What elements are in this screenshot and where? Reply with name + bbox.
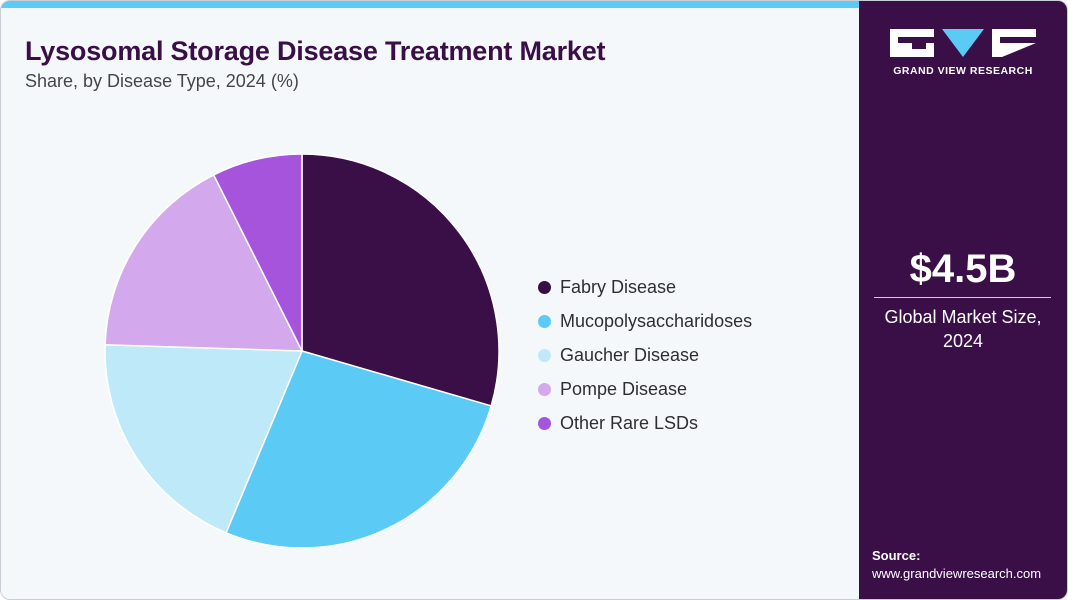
legend-swatch [538, 348, 551, 362]
legend-swatch [538, 382, 551, 396]
pie-slice-mucopolysaccharidoses [225, 350, 492, 549]
chart-title: Lysosomal Storage Disease Treatment Mark… [25, 36, 606, 66]
legend-label: Fabry Disease [560, 276, 677, 297]
legend-swatch [538, 416, 551, 430]
legend-label: Other Rare LSDs [560, 412, 699, 433]
market-size-label: Global Market Size, 2024 [884, 307, 1042, 351]
brand-logo: GRAND VIEW RESEARCH [890, 29, 1038, 77]
pie-slice-pompe-disease [104, 174, 303, 352]
side-panel: GRAND VIEW RESEARCH $4.5B Global Market … [859, 1, 1067, 599]
chart-legend: Fabry Disease Mucopolysaccharidoses Gauche… [538, 270, 752, 440]
gvr-logo-icon [890, 29, 1036, 57]
accent-bar [1, 1, 859, 8]
source-label: Source: [872, 548, 921, 563]
pie-chart [104, 153, 500, 549]
pie-slice-gaucher-disease [104, 344, 303, 534]
legend-item: Other Rare LSDs [538, 406, 752, 440]
legend-item: Pompe Disease [538, 372, 752, 406]
brand-name: GRAND VIEW RESEARCH [893, 65, 1033, 77]
legend-swatch [538, 280, 551, 294]
legend-swatch [538, 314, 551, 328]
pie-slice-fabry-disease [301, 153, 500, 407]
legend-label: Mucopolysaccharidoses [560, 310, 753, 331]
source-url: www.grandviewresearch.com [872, 566, 1042, 581]
legend-item: Mucopolysaccharidoses [538, 304, 752, 338]
legend-label: Gaucher Disease [560, 344, 700, 365]
legend-label: Pompe Disease [560, 378, 688, 399]
market-size-value: $4.5B [909, 247, 1017, 291]
chart-subtitle: Share, by Disease Type, 2024 (%) [25, 71, 299, 91]
chart-panel: Lysosomal Storage Disease Treatment Mark… [1, 8, 859, 599]
pie-slice-other-rare-lsds [212, 153, 303, 352]
market-divider [874, 297, 1051, 298]
legend-item: Fabry Disease [538, 270, 752, 304]
legend-item: Gaucher Disease [538, 338, 752, 372]
